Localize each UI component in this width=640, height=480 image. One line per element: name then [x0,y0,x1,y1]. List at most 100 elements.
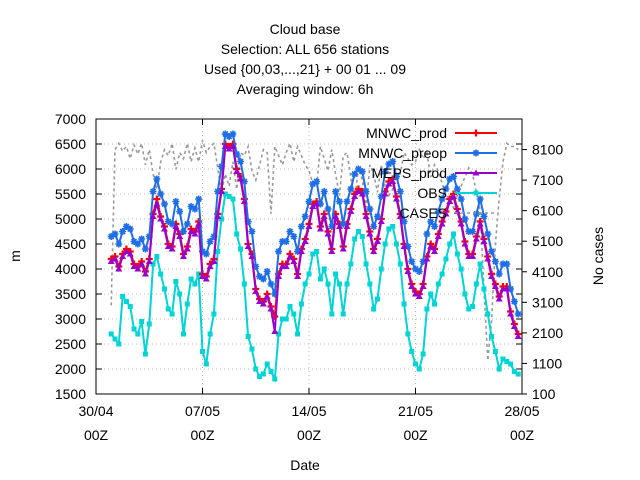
y-tick-label: 4000 [55,261,86,277]
data-point [419,283,427,289]
data-point [362,213,370,219]
data-point [354,188,362,194]
data-point [347,185,355,193]
data-point [218,163,226,170]
x-tick-label: 14/05 [291,403,326,419]
y-axis-ticks: 1500 2000 2500 3000 3500 4000 4500 5000 5500 6000… [55,111,522,402]
x-tick-label: 30/04 [78,403,113,419]
data-point [192,281,198,287]
data-point [134,240,142,248]
data-point [116,341,122,347]
data-point [271,290,279,298]
data-point [146,321,152,327]
data-point [472,210,480,218]
legend-item: MNWC_prod [366,125,497,141]
data-point [317,276,323,282]
data-point [257,374,263,379]
y2-tick-label: 1100 [532,355,562,371]
data-point [385,180,393,187]
data-point [507,310,515,317]
data-point [260,371,266,377]
data-point [358,168,366,175]
data-point [158,271,164,277]
data-point [139,319,145,324]
data-point [339,245,347,252]
data-point [484,230,492,238]
data-point [248,253,256,259]
data-point [126,225,134,233]
data-point [248,228,256,235]
data-point [491,283,499,289]
x-tick-label: 07/05 [185,403,220,419]
data-point [229,130,237,138]
data-point [396,213,404,219]
data-point [165,306,171,312]
data-point [221,143,229,149]
data-point [177,291,183,297]
data-point [476,220,484,227]
data-point [215,249,221,254]
data-point [412,290,419,297]
data-point [183,245,191,252]
data-point [256,273,264,280]
data-point [210,233,218,240]
data-point [195,195,203,203]
y2-tick-label: 8100 [532,142,563,158]
data-point [199,248,206,255]
data-point [130,263,138,269]
data-point [416,366,422,372]
data-point [473,190,479,196]
data-point [195,220,203,227]
data-point [294,273,302,279]
data-point [294,248,302,255]
data-point [324,205,332,213]
data-point [115,240,123,248]
data-point [206,238,214,245]
data-point [176,208,184,215]
y-tick-label: 6000 [55,161,86,177]
data-point [415,268,423,275]
data-point [276,331,282,337]
data-point [225,145,233,152]
data-point [495,270,503,278]
data-point [461,240,469,247]
data-point [313,178,321,185]
data-point [454,251,460,257]
data-point [367,281,373,287]
data-point [226,194,232,199]
data-point [153,200,161,207]
data-point [491,258,499,265]
data-point [138,235,146,243]
data-point [196,271,202,277]
series [107,130,522,383]
data-point [249,346,255,352]
data-point [489,334,495,339]
data-point [390,224,396,229]
data-point [355,229,361,234]
data-point [514,333,522,339]
legend-item: OBS [417,185,497,201]
y-tick-label: 1500 [55,386,86,402]
data-point [453,185,461,193]
data-point [499,260,507,268]
data-point [404,243,412,250]
data-point [160,200,168,208]
data-point [408,283,416,289]
data-point [120,294,126,299]
data-point [408,258,416,265]
legend-item: MEPS_prod [372,165,497,181]
data-point [305,223,313,229]
data-point [286,228,294,235]
data-point [412,265,419,273]
title-line: Used {00,03,...,21} + 00 01 ... 09 [204,61,406,77]
y2-tick-label: 7100 [532,172,563,188]
data-point [305,198,313,205]
data-point [202,250,210,258]
series-obs [108,191,521,383]
data-point [377,218,385,224]
data-point [111,255,119,262]
data-point [244,243,252,249]
data-point [240,178,248,185]
data-point [267,280,275,288]
data-point [472,169,480,176]
